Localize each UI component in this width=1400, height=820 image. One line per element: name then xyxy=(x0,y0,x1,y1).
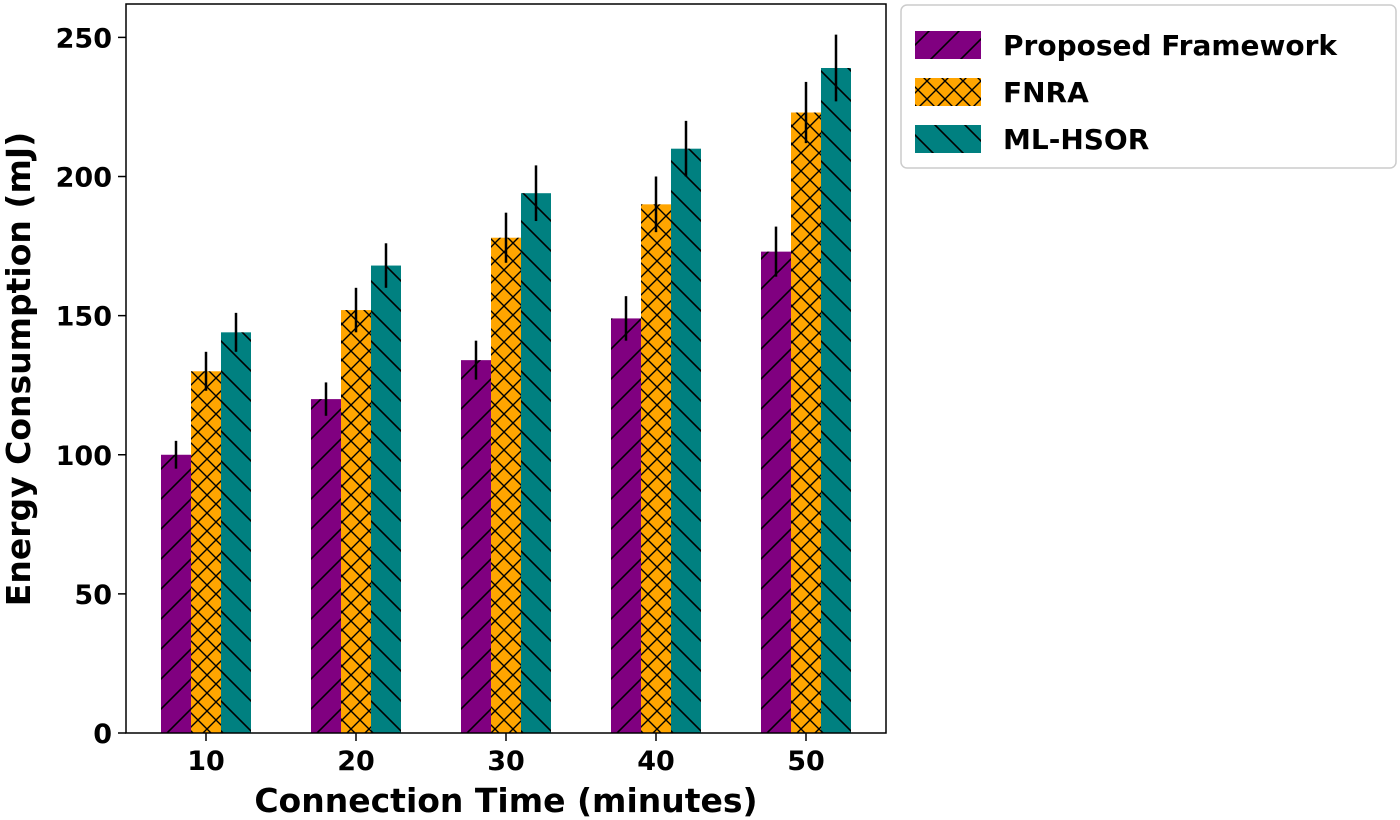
bar-hatch xyxy=(311,399,341,733)
bar-proposed-framework-40 xyxy=(611,318,641,733)
legend-label: ML-HSOR xyxy=(1003,123,1149,156)
legend-item-fnra: FNRA xyxy=(915,76,1089,109)
bar-ml-hsor-50 xyxy=(821,67,851,733)
y-tick-label: 200 xyxy=(56,163,112,194)
bar-hatch xyxy=(521,193,551,733)
y-tick-label: 100 xyxy=(56,441,112,472)
x-tick-label: 20 xyxy=(337,746,375,777)
x-axis: 10 20 30 40 50 xyxy=(187,733,825,777)
bar-proposed-framework-50 xyxy=(761,251,791,734)
legend-swatch-hatch xyxy=(915,78,981,106)
bar-hatch xyxy=(791,112,821,734)
legend-item-ml-hsor: ML-HSOR xyxy=(915,123,1149,156)
bar-ml-hsor-10 xyxy=(221,332,251,733)
y-axis: 0 50 100 150 200 250 xyxy=(56,23,126,750)
bar-ml-hsor-40 xyxy=(671,148,701,734)
y-tick-label: 150 xyxy=(56,302,112,333)
x-tick-label: 30 xyxy=(487,746,525,777)
bar-fnra-10 xyxy=(191,371,221,733)
x-tick-label: 10 xyxy=(187,746,225,777)
bar-hatch xyxy=(461,360,491,733)
bar-hatch xyxy=(341,310,371,733)
legend-label: FNRA xyxy=(1003,76,1089,109)
bar-ml-hsor-30 xyxy=(521,193,551,733)
bar-hatch xyxy=(611,318,641,733)
bar-proposed-framework-10 xyxy=(161,454,191,733)
bar-hatch xyxy=(671,148,701,734)
bar-hatch xyxy=(191,371,221,733)
bar-proposed-framework-20 xyxy=(311,399,341,733)
bar-proposed-framework-30 xyxy=(461,360,491,733)
legend-frame xyxy=(900,4,1397,169)
bar-hatch xyxy=(761,251,791,734)
bar-fnra-40 xyxy=(641,204,671,733)
legend-swatch-hatch xyxy=(915,125,981,153)
bars-layer xyxy=(161,67,851,734)
x-tick-label: 40 xyxy=(637,746,675,777)
bar-fnra-30 xyxy=(491,237,521,733)
legend: Proposed Framework FNRA ML-HSOR xyxy=(900,4,1397,169)
y-tick-label: 50 xyxy=(74,580,112,611)
error-bars-layer xyxy=(174,34,838,469)
bar-hatch xyxy=(491,237,521,733)
y-tick-label: 250 xyxy=(56,23,112,54)
x-tick-label: 50 xyxy=(787,746,825,777)
bar-hatch xyxy=(641,204,671,733)
bar-hatch xyxy=(371,265,401,733)
bar-hatch xyxy=(161,454,191,733)
legend-item-proposed-framework: Proposed Framework xyxy=(915,29,1338,62)
bar-ml-hsor-20 xyxy=(371,265,401,733)
legend-label: Proposed Framework xyxy=(1003,29,1338,62)
legend-swatch-hatch xyxy=(915,31,981,59)
x-axis-title: Connection Time (minutes) xyxy=(254,781,757,820)
bar-hatch xyxy=(821,67,851,733)
bar-fnra-50 xyxy=(791,112,821,734)
bar-fnra-20 xyxy=(341,310,371,733)
y-tick-label: 0 xyxy=(93,719,112,750)
bar-hatch xyxy=(221,332,251,733)
y-axis-title: Energy Consumption (mJ) xyxy=(0,132,38,606)
